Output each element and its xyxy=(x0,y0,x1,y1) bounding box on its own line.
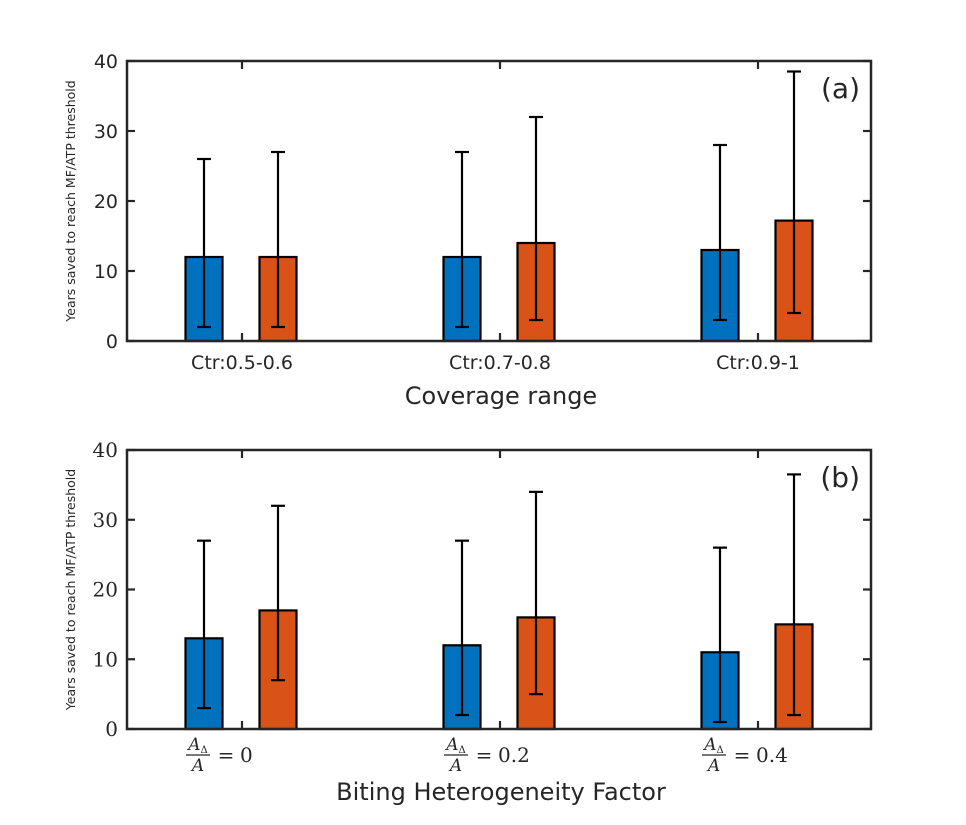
y-tick-label: 0 xyxy=(105,717,118,741)
y-tick-label: 20 xyxy=(93,578,118,602)
x-tick-label-fraction: AΔA xyxy=(444,735,468,776)
axes-box xyxy=(125,448,873,731)
x-tick-label-equals: = xyxy=(734,743,751,767)
fraction-numerator: AΔ xyxy=(444,735,466,756)
chart-panel-a: 0 10 20 30 40 Ctr:0.5-0.6 Ctr:0.7-0.8 Ctr:0.9-1… xyxy=(63,51,873,410)
x-tick-label: Ctr:0.7-0.8 xyxy=(449,352,551,374)
x-axis-title: Coverage range xyxy=(405,382,597,410)
fraction-denominator: A xyxy=(706,756,720,776)
x-tick-label: Ctr:0.9-1 xyxy=(716,352,800,374)
fraction-numerator: AΔ xyxy=(186,735,208,756)
fraction-numerator-symbol: A xyxy=(444,735,458,755)
panel-label: (b) xyxy=(820,461,860,494)
fraction-numerator: AΔ xyxy=(702,735,724,756)
fraction-denominator: A xyxy=(190,756,204,776)
x-tick-label-equals: = xyxy=(476,743,493,767)
x-tick-label-equals: = xyxy=(218,743,235,767)
fraction-numerator-subscript: Δ xyxy=(717,745,724,756)
x-tick-label: 0.2 xyxy=(498,743,530,767)
y-tick-label: 40 xyxy=(93,438,118,462)
y-axis-title: Years saved to reach MF/ATP threshold xyxy=(63,469,78,711)
y-axis-title: Years saved to reach MF/ATP threshold xyxy=(63,80,78,322)
fraction-numerator-symbol: A xyxy=(702,735,716,755)
fraction-numerator-subscript: Δ xyxy=(459,745,466,756)
fraction-denominator: A xyxy=(448,756,462,776)
y-tick-label: 10 xyxy=(93,647,118,671)
y-tick-label: 30 xyxy=(93,508,118,532)
y-tick-label: 40 xyxy=(94,51,118,73)
x-tick-label-fraction: AΔA xyxy=(186,735,210,776)
x-tick-label: 0 xyxy=(240,743,253,767)
x-tick-label: Ctr:0.5-0.6 xyxy=(191,352,293,374)
fraction-numerator-subscript: Δ xyxy=(201,745,208,756)
y-tick-label: 0 xyxy=(106,331,118,353)
fraction-numerator-symbol: A xyxy=(186,735,200,755)
y-tick-label: 30 xyxy=(94,121,118,143)
x-tick-label: 0.4 xyxy=(756,743,788,767)
x-axis-title: Biting Heterogeneity Factor xyxy=(336,778,666,806)
y-tick-label: 10 xyxy=(94,261,118,283)
panel-label: (a) xyxy=(821,72,860,105)
axes-box xyxy=(125,59,873,343)
y-tick-label: 20 xyxy=(94,191,118,213)
x-tick-label-fraction: AΔA xyxy=(702,735,726,776)
